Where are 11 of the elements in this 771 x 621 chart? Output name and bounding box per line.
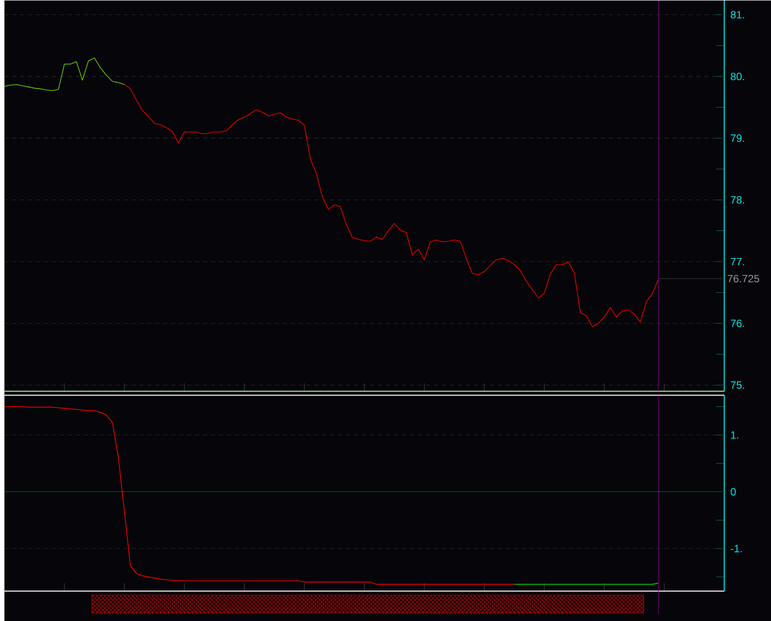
y-tick-label: 80. <box>730 72 744 80</box>
y-tick-label: 76. <box>730 320 744 328</box>
ref-line-label: 76.725 <box>728 274 760 282</box>
y-tick-label: 77. <box>730 258 744 266</box>
y-tick-label: 79. <box>730 134 744 142</box>
y-tick-label: 0 <box>730 488 736 496</box>
y-tick-label: 1. <box>731 431 738 439</box>
y-tick-label: 75. <box>730 381 744 389</box>
y-tick-label: -1. <box>730 544 742 552</box>
y-tick-label: 81. <box>730 10 744 18</box>
y-tick-label: 78. <box>730 196 744 204</box>
